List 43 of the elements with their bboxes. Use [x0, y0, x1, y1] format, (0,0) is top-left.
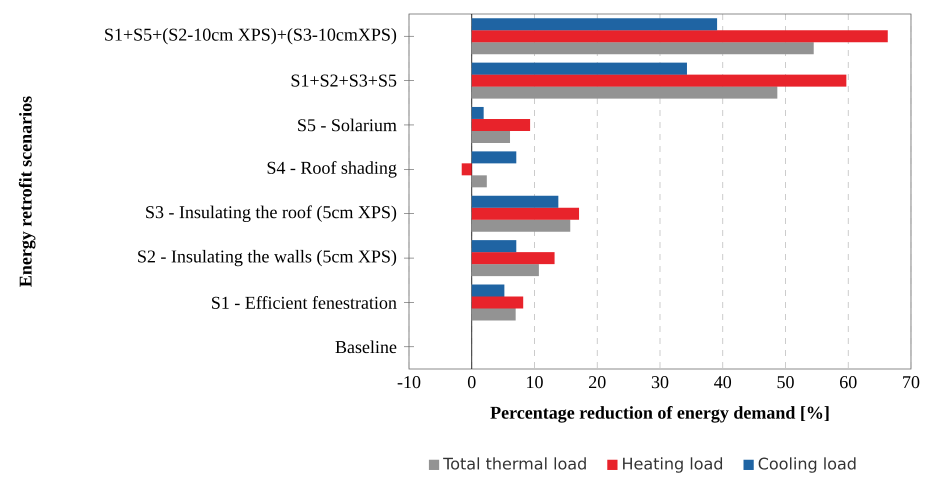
bar	[472, 106, 484, 119]
y-tick-label: S4 - Roof shading	[268, 161, 397, 178]
bar	[472, 175, 487, 188]
legend-label: Cooling load	[758, 457, 856, 473]
bar	[472, 30, 888, 42]
x-tick-label: 20	[589, 376, 606, 388]
bar	[472, 196, 558, 208]
y-tick-label: S5 - Solarium	[298, 118, 397, 132]
x-tick-label: 30	[652, 376, 668, 388]
bar	[472, 151, 516, 164]
legend-label: Heating load	[623, 457, 722, 473]
bar	[472, 42, 814, 54]
y-tick-label: S1+S2+S3+S5	[292, 74, 396, 87]
bar	[472, 308, 516, 320]
bar	[472, 86, 778, 99]
x-tick-label: 50	[778, 376, 794, 388]
y-tick-label: S2 - Insulating the walls (5cm XPS)	[138, 250, 396, 266]
y-tick-label: Baseline	[335, 340, 396, 354]
legend-label: Total thermal load	[443, 457, 586, 470]
y-tick-label: S1 - Efficient fenestration	[212, 296, 397, 309]
bar	[472, 118, 530, 131]
y-tick-label: S1+S5+(S2-10cm XPS)+(S3-10cmXPS)	[105, 28, 396, 44]
bar	[472, 62, 687, 75]
bar	[472, 18, 718, 30]
bar	[462, 163, 472, 176]
bar	[472, 264, 539, 276]
x-tick-label: 10	[527, 376, 543, 388]
bar	[472, 208, 580, 220]
bar	[472, 220, 570, 232]
x-tick-label: 40	[714, 376, 732, 388]
x-tick-label: 0	[468, 376, 476, 388]
y-tick-label: S3 - Insulating the roof (5cm XPS)	[146, 205, 396, 222]
x-tick-label: 60	[840, 376, 857, 388]
bar	[472, 74, 846, 87]
bar	[472, 130, 510, 143]
x-axis-title: Percentage reduction of energy demand [%]	[490, 406, 829, 423]
y-axis-title: Energy retrofit scenarios	[18, 96, 36, 287]
x-tick-label: 70	[903, 376, 920, 388]
x-tick-label: -10	[398, 376, 420, 388]
bar	[472, 296, 524, 308]
bar	[472, 240, 516, 252]
bar	[472, 284, 504, 296]
bar	[472, 252, 555, 264]
